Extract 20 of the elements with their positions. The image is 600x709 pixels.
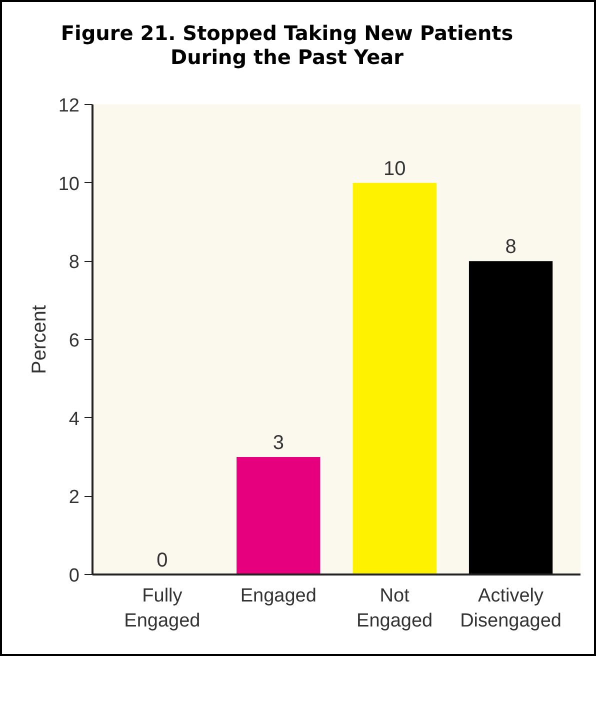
y-tick-label: 10 (58, 174, 80, 195)
y-tick-label: 0 (68, 566, 80, 586)
y-tick-label: 12 (58, 96, 80, 116)
y-tick-label: 4 (68, 408, 80, 430)
data-label: 8 (505, 236, 516, 258)
data-label: 0 (156, 550, 168, 572)
y-tick-label: 6 (68, 330, 80, 352)
bar (236, 457, 320, 574)
y-tick-label: 2 (68, 487, 80, 508)
x-tick-label: Engaged (240, 586, 316, 606)
x-tick-label: Not Engaged (356, 586, 433, 632)
data-label: 3 (272, 432, 284, 454)
x-tick-label: Fully Engaged (124, 586, 200, 632)
y-axis-title: Percent (28, 304, 50, 374)
chart-title: Figure 21. Stopped Taking New Patients During the Past Year (60, 21, 514, 69)
x-tick-label: Actively Disengaged (460, 586, 562, 632)
y-tick-label: 8 (68, 252, 80, 274)
data-label: 10 (383, 158, 406, 180)
bar (468, 261, 553, 574)
bar (352, 182, 436, 574)
